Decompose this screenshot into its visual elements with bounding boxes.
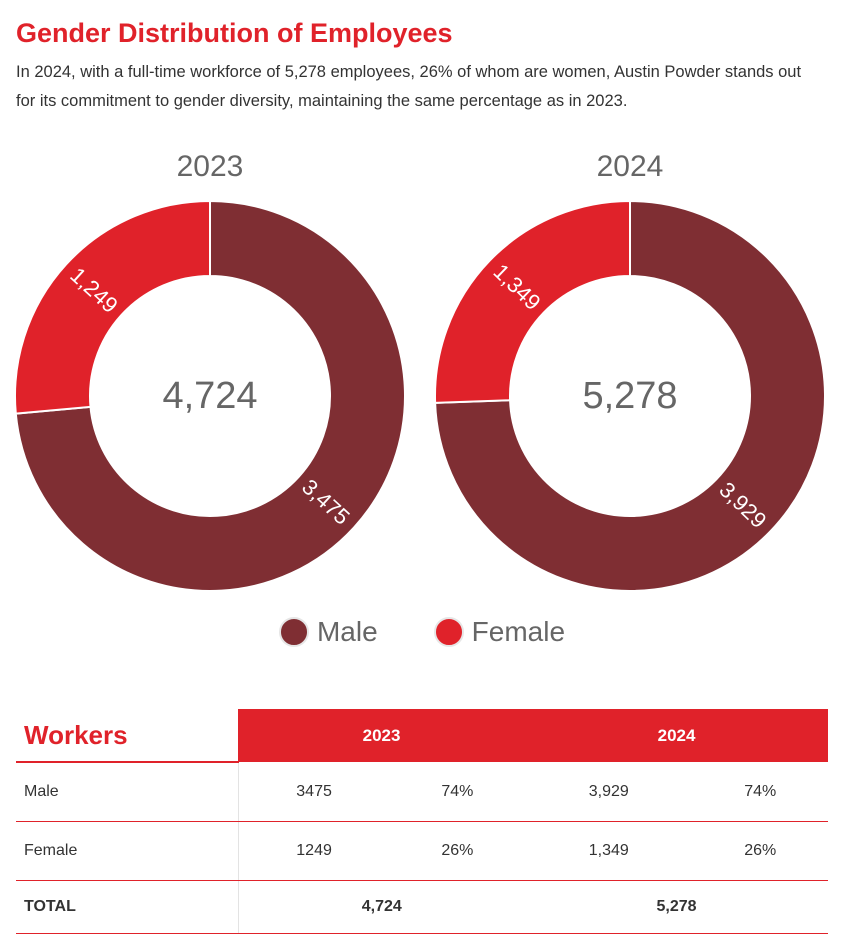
total-label: TOTAL [16,880,239,934]
donut-slice-female-2023 [14,199,211,415]
column-header-2024: 2024 [525,709,828,762]
donut-slice-female-2024 [434,199,631,404]
cell-2023-count: 3475 [238,762,390,822]
table-header-row: Workers 2023 2024 [16,709,828,763]
intro-text: In 2024, with a full-time workforce of 5… [16,63,802,110]
cell-2023-percent: 26% [389,821,526,881]
legend-item-male: Male [278,616,378,648]
donut-title-2023: 2023 [177,150,244,183]
column-header-2023: 2023 [238,709,526,762]
donut-slice-male-2024 [434,199,826,592]
legend-swatch-female [433,617,464,647]
table-heading: Workers [16,709,238,763]
cell-2024-count: 3,929 [525,762,693,822]
total-2024: 5,278 [525,880,828,934]
donut-center-total-2023: 4,724 [162,375,257,417]
row-label: Male [16,762,239,822]
legend-label-male: Male [316,616,378,647]
table-row-male: Male 3475 74% 3,929 74% [16,762,828,822]
chart-legend: Male Female [0,616,844,648]
donut-center-total-2024: 5,278 [582,375,677,417]
donut-slice-male-2023 [14,199,406,592]
donut-title-2024: 2024 [597,150,664,183]
legend-item-female: Female [433,616,566,648]
workers-table: Workers 2023 2024 Male 3475 74% 3,929 74… [16,709,828,934]
legend-label-female: Female [471,616,566,647]
cell-2023-percent: 74% [389,762,526,822]
table-row-female: Female 1249 26% 1,349 26% [16,821,828,881]
page-title: Gender Distribution of Employees [16,18,453,48]
cell-2024-percent: 26% [692,821,828,881]
cell-2023-count: 1249 [238,821,390,881]
row-label: Female [16,821,239,881]
total-2023: 4,724 [238,880,526,934]
table-row-total: TOTAL 4,724 5,278 [16,880,828,934]
cell-2024-percent: 74% [692,762,828,822]
cell-2024-count: 1,349 [525,821,693,881]
legend-swatch-male [278,617,309,647]
